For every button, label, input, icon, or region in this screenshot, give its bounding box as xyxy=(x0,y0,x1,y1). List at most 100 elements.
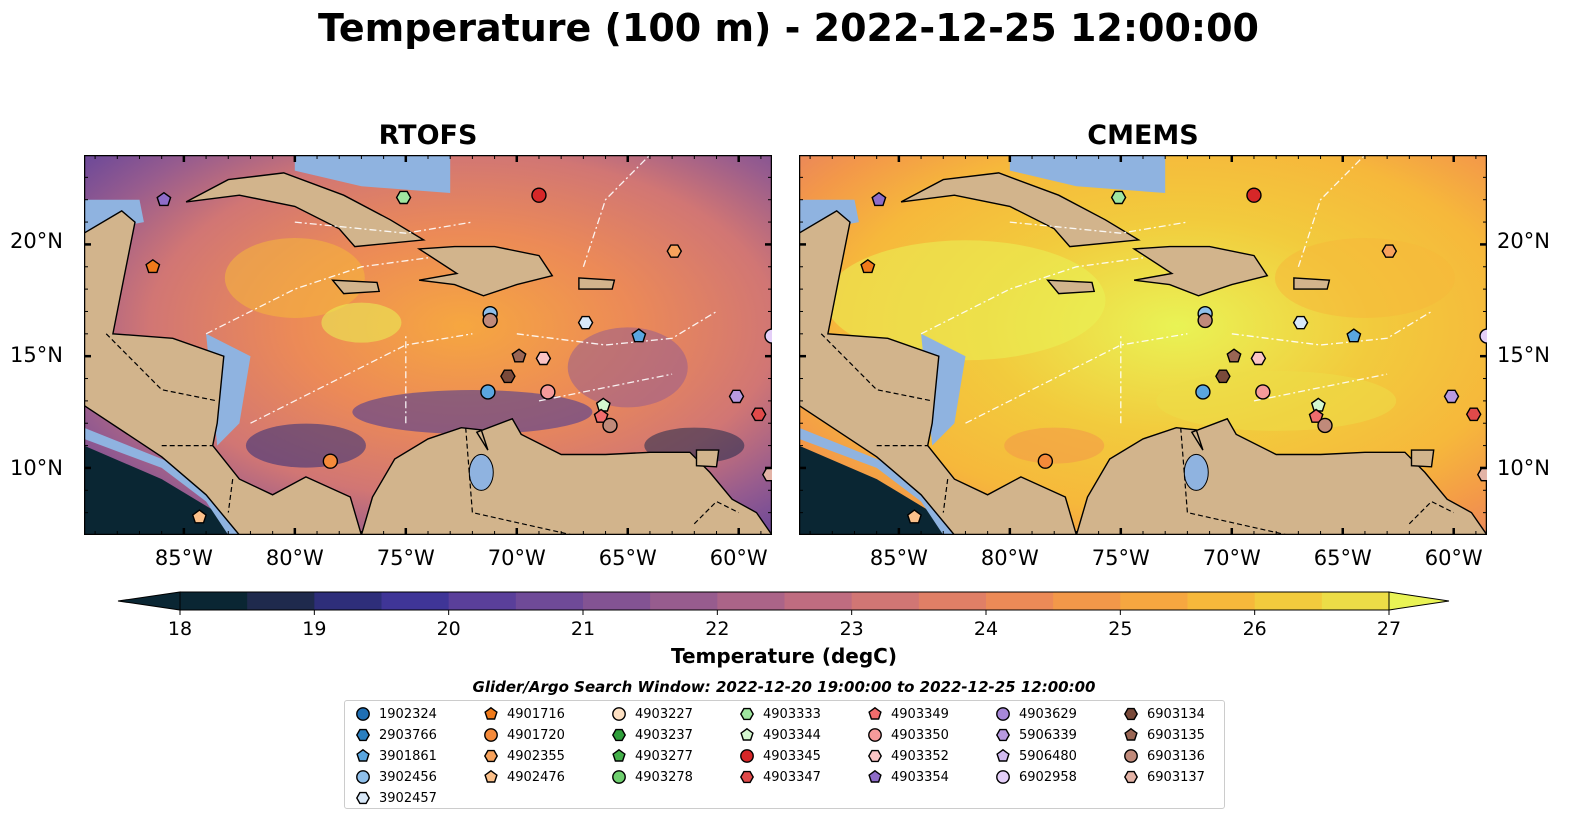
puerto-rico-land xyxy=(1293,277,1331,290)
legend-marker-4903349 xyxy=(868,706,882,720)
legend-label: 4903333 xyxy=(763,706,821,722)
colorbar-tick-label: 20 xyxy=(436,618,461,640)
legend-item: 4902355 xyxy=(483,746,565,766)
colorbar-tick-label: 27 xyxy=(1376,618,1402,640)
float-marker-4901720 xyxy=(322,453,339,469)
float-marker-4902355 xyxy=(1381,244,1398,258)
colorbar-segment xyxy=(381,592,450,610)
pacific-water xyxy=(84,445,251,535)
bahamas-shelf xyxy=(1009,155,1166,193)
float-marker-5906339 xyxy=(1443,389,1460,404)
legend-marker-4903354 xyxy=(868,769,882,783)
legend-item: 4903227 xyxy=(611,704,693,724)
legend-marker-6903134 xyxy=(1123,707,1139,721)
legend-label: 4903344 xyxy=(763,727,821,743)
legend-marker-4902476 xyxy=(484,769,498,783)
lon-tick-label: 85°W xyxy=(154,546,213,570)
legend-label: 6903134 xyxy=(1147,706,1205,722)
colorbar-segment xyxy=(918,592,987,610)
legend-marker-4903344 xyxy=(740,727,754,741)
country-border xyxy=(227,479,234,513)
temperature-patch xyxy=(321,302,402,343)
float-marker-3902457 xyxy=(1292,315,1309,330)
country-border xyxy=(942,479,949,513)
legend-item: 3902456 xyxy=(355,767,437,787)
float-marker-6902958 xyxy=(764,328,772,344)
colorbar-segment xyxy=(1321,592,1390,610)
country-border xyxy=(820,333,933,402)
legend-item: 6903135 xyxy=(1123,725,1205,745)
lat-tick-label-left-10n: 10°N xyxy=(10,456,63,480)
colorbar-segment xyxy=(1053,592,1121,610)
legend-label: 5906480 xyxy=(1019,748,1077,764)
legend-marker-4902355 xyxy=(483,749,499,763)
eez-boundary xyxy=(1009,221,1188,234)
colorbar-segment xyxy=(986,592,1054,610)
legend-label: 4903354 xyxy=(891,769,949,785)
legend-marker-3901861 xyxy=(356,748,370,762)
temperature-patch xyxy=(567,327,688,408)
legend-marker-4903352 xyxy=(867,749,883,763)
float-marker-6903136-b xyxy=(1317,417,1333,434)
colorbar-segment xyxy=(314,592,382,610)
lon-tick-label: 80°W xyxy=(265,546,324,570)
legend-marker-6903137 xyxy=(1123,770,1139,784)
colorbar-segment xyxy=(650,592,718,610)
temperature-patch xyxy=(1274,237,1455,318)
float-marker-4903352 xyxy=(1250,351,1267,366)
colorbar-tick-label: 25 xyxy=(1108,618,1133,640)
float-marker-3901861 xyxy=(631,328,647,343)
float-marker-6903135 xyxy=(1226,348,1242,363)
colorbar-tick-label: 19 xyxy=(302,618,327,640)
colorbar-tick-label: 22 xyxy=(705,618,730,640)
legend-marker-3902457 xyxy=(355,791,371,805)
legend-item: 6903134 xyxy=(1123,704,1205,724)
lon-tick-label: 70°W xyxy=(487,546,546,570)
legend-label: 6903136 xyxy=(1147,748,1205,764)
legend-marker-6902958 xyxy=(996,770,1010,784)
float-marker-3902456-b xyxy=(480,384,496,400)
legend-marker-4903333 xyxy=(739,707,755,721)
legend-item: 4902476 xyxy=(483,767,565,787)
legend-item: 1902324 xyxy=(355,704,437,724)
legend-label: 6902958 xyxy=(1019,769,1077,785)
lon-tick-label: 70°W xyxy=(1202,546,1261,570)
colorbar-tick-label: 18 xyxy=(167,618,193,640)
lon-tick-label: 75°W xyxy=(376,546,435,570)
legend-marker-6903136 xyxy=(1124,749,1138,763)
jamaica-land xyxy=(1046,279,1096,295)
lon-tick-label: 60°W xyxy=(709,546,768,570)
colorbar-segment xyxy=(1187,592,1256,610)
temperature-patch xyxy=(1156,370,1397,431)
legend-item: 4903352 xyxy=(867,746,949,766)
legend-marker-4903350 xyxy=(868,728,882,742)
legend-item: 4903347 xyxy=(739,767,821,787)
float-marker-4902476 xyxy=(191,509,207,524)
float-marker-4903349 xyxy=(593,408,609,423)
legend-label: 4901716 xyxy=(507,706,565,722)
eez-boundary xyxy=(294,221,473,234)
hispaniola-land xyxy=(1131,245,1269,297)
eez-boundary xyxy=(920,257,1144,335)
lat-tick-label-left-20n: 20°N xyxy=(10,229,63,253)
legend-item: 6902958 xyxy=(995,767,1077,787)
float-marker-4903333 xyxy=(395,190,412,205)
float-marker-4903354 xyxy=(871,191,887,207)
float-marker-4903345 xyxy=(531,187,547,203)
colorbar-tick-label: 24 xyxy=(973,618,999,640)
legend-label: 4903352 xyxy=(891,748,949,764)
float-marker-3902457 xyxy=(577,315,594,330)
legend-item: 4903344 xyxy=(739,725,821,745)
colorbar-tick-label: 26 xyxy=(1242,618,1267,640)
lon-tick-label: 65°W xyxy=(598,546,657,570)
lat-tick-label-right-10n: 10°N xyxy=(1497,456,1550,480)
float-marker-4903350 xyxy=(540,384,556,400)
lon-tick-label: 85°W xyxy=(869,546,928,570)
float-marker-4902355 xyxy=(666,244,683,258)
colorbar-segment xyxy=(717,592,785,610)
legend-title: Glider/Argo Search Window: 2022-12-20 19… xyxy=(472,678,1096,696)
float-marker-6903137 xyxy=(1476,467,1487,482)
float-marker-4903345 xyxy=(1246,187,1262,203)
float-marker-6903135 xyxy=(511,348,527,363)
trinidad-land xyxy=(1410,449,1435,468)
